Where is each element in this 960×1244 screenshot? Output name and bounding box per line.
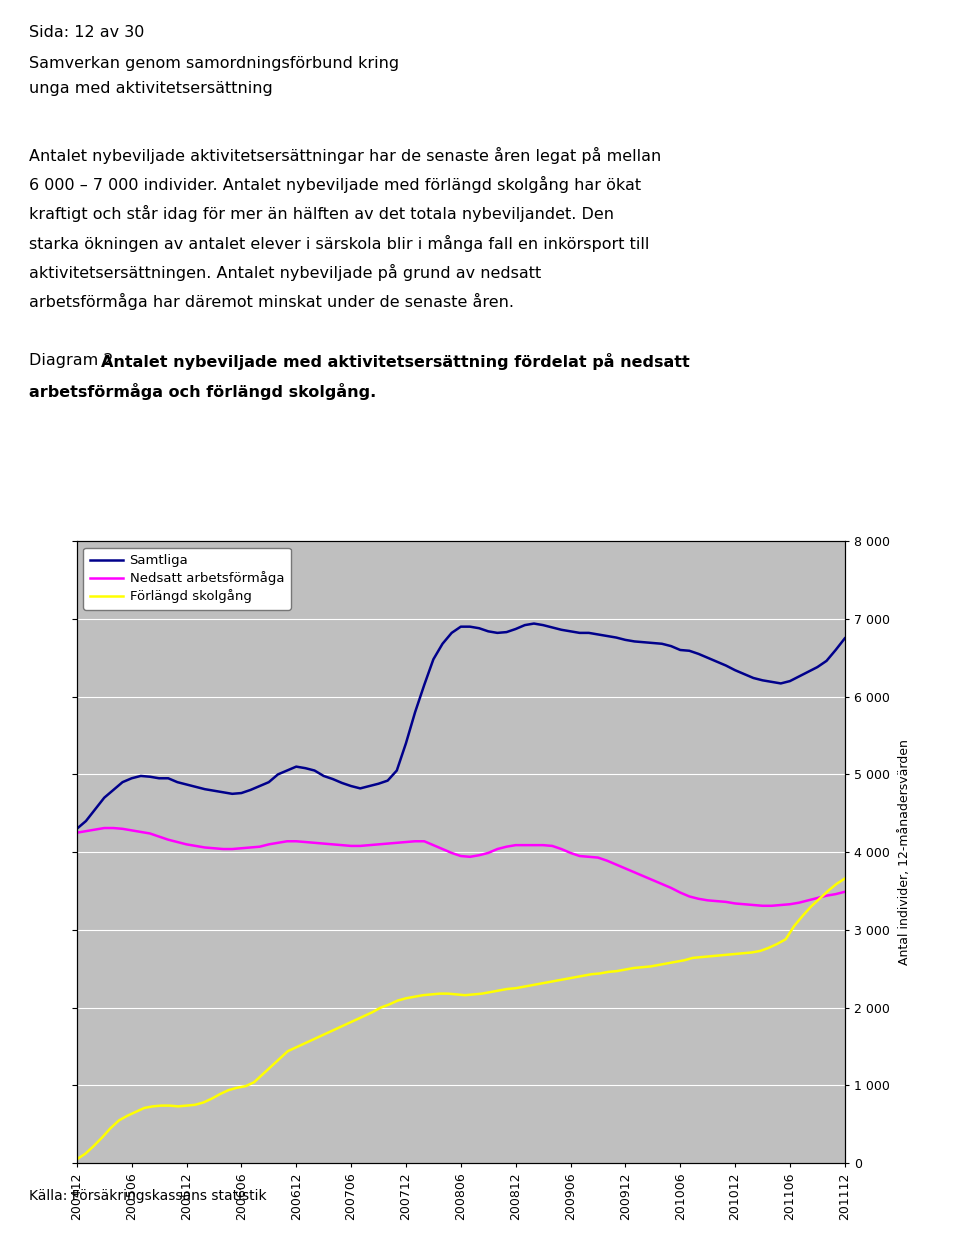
- Line: Förlängd skolgång: Förlängd skolgång: [77, 878, 845, 1159]
- Nedsatt arbetsförmåga: [811, 891, 823, 906]
- Samtliga: [309, 763, 321, 778]
- Text: 6 000 – 7 000 individer. Antalet nybeviljade med förlängd skolgång har ökat: 6 000 – 7 000 individer. Antalet nybevil…: [29, 175, 641, 193]
- Line: Samtliga: Samtliga: [77, 623, 845, 829]
- Text: kraftigt och står idag för mer än hälften av det totala nybeviljandet. Den: kraftigt och står idag för mer än hälfte…: [29, 205, 613, 223]
- Text: Källa: Försäkringskassans statistik: Källa: Försäkringskassans statistik: [29, 1189, 267, 1203]
- Förlängd skolgång: [839, 871, 851, 886]
- Nedsatt arbetsförmåga: [309, 836, 321, 851]
- Nedsatt arbetsförmåga: [318, 836, 329, 851]
- Nedsatt arbetsförmåga: [208, 841, 220, 856]
- Samtliga: [71, 821, 83, 836]
- Text: Antalet nybeviljade aktivitetsersättningar har de senaste åren legat på mellan: Antalet nybeviljade aktivitetsersättning…: [29, 147, 661, 164]
- Samtliga: [336, 775, 348, 790]
- Legend: Samtliga, Nedsatt arbetsförmåga, Förlängd skolgång: Samtliga, Nedsatt arbetsförmåga, Förläng…: [84, 547, 291, 610]
- Förlängd skolgång: [712, 948, 724, 963]
- Text: starka ökningen av antalet elever i särskola blir i många fall en inkörsport til: starka ökningen av antalet elever i särs…: [29, 234, 649, 251]
- Samtliga: [199, 781, 210, 796]
- Förlängd skolgång: [636, 960, 648, 975]
- Nedsatt arbetsförmåga: [99, 821, 110, 836]
- Nedsatt arbetsförmåga: [71, 825, 83, 840]
- Y-axis label: Antal individer, 12-månadersvärden: Antal individer, 12-månadersvärden: [899, 739, 911, 965]
- Nedsatt arbetsförmåga: [346, 838, 357, 853]
- Förlängd skolgång: [670, 954, 682, 969]
- Text: Diagram 2.: Diagram 2.: [29, 353, 124, 368]
- Förlängd skolgång: [527, 978, 539, 993]
- Förlängd skolgång: [679, 953, 690, 968]
- Text: unga med aktivitetsersättning: unga med aktivitetsersättning: [29, 81, 273, 96]
- Text: Sida: 12 av 30: Sida: 12 av 30: [29, 25, 144, 40]
- Samtliga: [455, 620, 467, 634]
- Text: aktivitetsersättningen. Antalet nybeviljade på grund av nedsatt: aktivitetsersättningen. Antalet nybevilj…: [29, 264, 541, 281]
- Samtliga: [803, 664, 814, 679]
- Samtliga: [300, 761, 311, 776]
- Samtliga: [528, 616, 540, 631]
- Text: Samverkan genom samordningsförbund kring: Samverkan genom samordningsförbund kring: [29, 56, 399, 71]
- Förlängd skolgång: [687, 950, 699, 965]
- Nedsatt arbetsförmåga: [756, 898, 768, 913]
- Nedsatt arbetsförmåga: [465, 850, 476, 865]
- Text: Antalet nybeviljade med aktivitetsersättning fördelat på nedsatt: Antalet nybeviljade med aktivitetsersätt…: [101, 353, 689, 371]
- Text: arbetsförmåga och förlängd skolgång.: arbetsförmåga och förlängd skolgång.: [29, 383, 376, 399]
- Nedsatt arbetsförmåga: [839, 884, 851, 899]
- Förlängd skolgång: [71, 1152, 83, 1167]
- Text: arbetsförmåga har däremot minskat under de senaste åren.: arbetsförmåga har däremot minskat under …: [29, 294, 514, 310]
- Line: Nedsatt arbetsförmåga: Nedsatt arbetsförmåga: [77, 829, 845, 906]
- Samtliga: [839, 631, 851, 646]
